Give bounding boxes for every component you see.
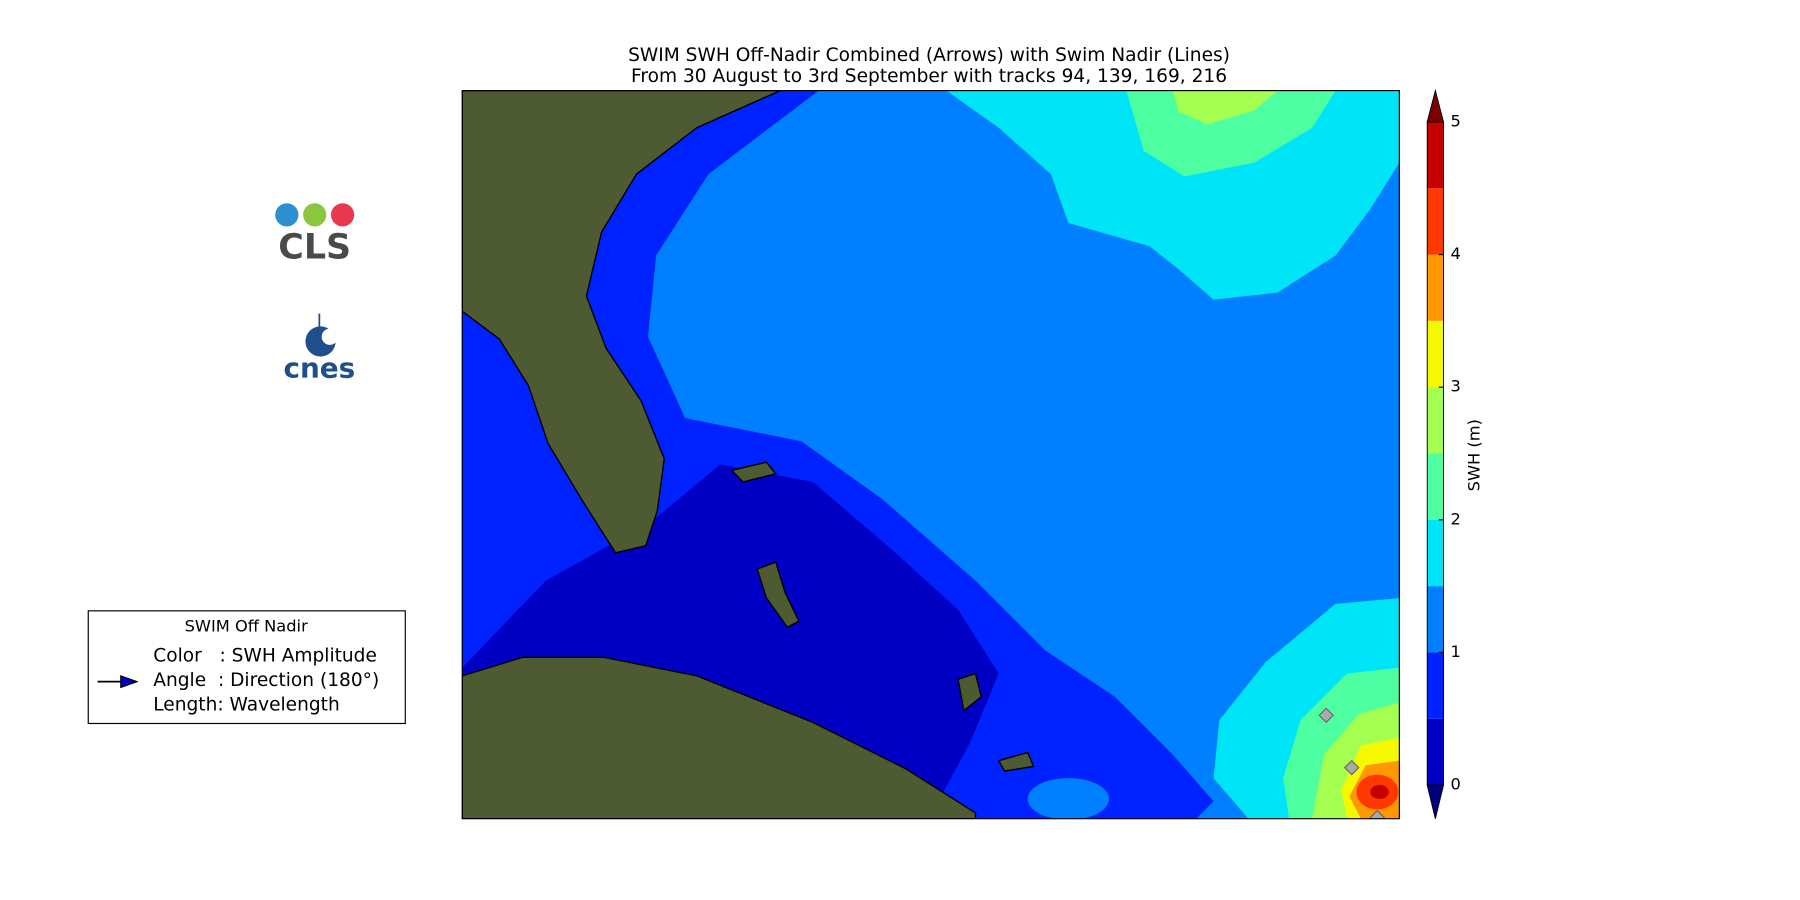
- colorbar-tick-label: 3: [1450, 377, 1460, 396]
- colorbar-band: [1427, 121, 1444, 189]
- colorbar-tick-label: 4: [1450, 244, 1460, 263]
- cnes-logo: cnes: [283, 313, 355, 384]
- logo-circle: [321, 328, 338, 345]
- sea-zone: [1027, 778, 1110, 819]
- colorbar-band: [1427, 652, 1444, 719]
- sea-zone: [1370, 785, 1389, 799]
- sea-zone: [1126, 90, 1336, 177]
- colorbar-tick-label: 5: [1450, 111, 1460, 130]
- land-island: [730, 461, 777, 483]
- logo-circle: [330, 203, 355, 227]
- map-frame: [461, 90, 1400, 820]
- track-markers: [1318, 707, 1386, 819]
- colorbar-frame: [1426, 121, 1444, 786]
- subtitle: From 30 August to 3rd September with tra…: [631, 66, 1227, 87]
- colorbar-label: SWH (m): [1464, 419, 1483, 491]
- land-island: [756, 561, 800, 628]
- legend-box: [87, 610, 406, 725]
- track-marker: [1369, 809, 1386, 819]
- legend-line: Angle : Direction (180°): [153, 670, 379, 691]
- land-island: [957, 672, 983, 712]
- colorbar: 0 1 2 3 4 5: [1426, 88, 1461, 819]
- logo-circle: [303, 203, 327, 227]
- map: [462, 90, 1400, 819]
- land-island: [997, 751, 1035, 772]
- title: SWIM SWH Off-Nadir Combined (Arrows) wit…: [628, 45, 1230, 66]
- land: [462, 90, 1035, 819]
- track-marker: [1318, 707, 1334, 724]
- legend-line: Length: Wavelength: [153, 694, 339, 715]
- colorbar-band: [1427, 519, 1444, 587]
- cls-logo: CLS: [275, 203, 355, 268]
- sea-zone: [1172, 90, 1278, 125]
- logo-text: CLS: [278, 228, 351, 268]
- colorbar-band: [1427, 188, 1444, 255]
- legend-line: Color : SWH Amplitude: [153, 646, 377, 667]
- colorbar-band: [1427, 586, 1444, 653]
- legend-arrow-head: [120, 675, 139, 689]
- colorbar-tick-label: 2: [1450, 509, 1460, 528]
- logo-circle: [275, 203, 299, 227]
- colorbar-tick-label: 0: [1450, 775, 1460, 794]
- track-marker: [1343, 759, 1360, 776]
- legend-title: SWIM Off Nadir: [185, 617, 308, 636]
- colorbar-tick-label: 1: [1450, 642, 1460, 661]
- colorbar-band: [1427, 453, 1444, 520]
- land-cuba: [462, 656, 977, 819]
- colorbar-over: [1426, 88, 1445, 123]
- logo-text: cnes: [283, 351, 355, 384]
- colorbar-under: [1426, 784, 1445, 819]
- colorbar-band: [1427, 718, 1444, 786]
- colorbar-band: [1427, 387, 1444, 454]
- colorbar-band: [1427, 320, 1444, 388]
- colorbar-band: [1427, 254, 1444, 321]
- legend: SWIM Off Nadir Color : SWH Amplitude Ang…: [87, 610, 406, 725]
- land-florida: [462, 90, 781, 554]
